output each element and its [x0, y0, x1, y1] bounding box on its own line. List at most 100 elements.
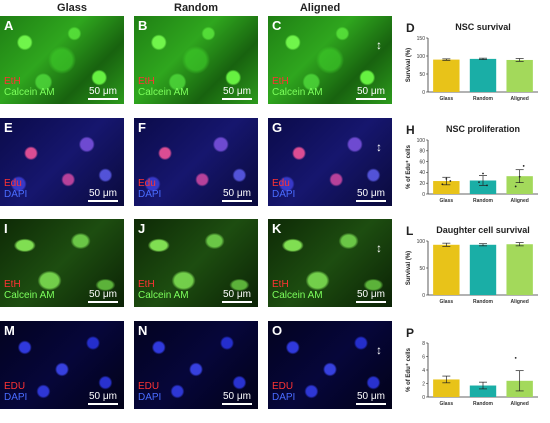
y-tick-label: 100 — [417, 138, 426, 144]
scale-bar-label: 50 μm — [89, 188, 117, 199]
stain-label: DAPI — [4, 189, 28, 200]
stain-label: DAPI — [272, 189, 296, 200]
scale-bar: 50 μm — [88, 391, 118, 405]
scale-bar-line — [88, 200, 118, 202]
micrograph-panel: C EtH Calcein AM 50 μm ↕ — [268, 16, 392, 104]
micrograph-panel: N EDU DAPI 50 μm — [134, 321, 258, 409]
micrograph-panel: A EtH Calcein AM 50 μm — [0, 16, 124, 104]
micrograph-image — [134, 321, 258, 409]
scale-bar-line — [88, 301, 118, 303]
micrograph-image — [0, 321, 124, 409]
scale-bar-label: 50 μm — [357, 289, 385, 300]
bar — [469, 58, 497, 92]
stain-label: Calcein AM — [272, 87, 323, 98]
panel-letter: B — [138, 18, 148, 33]
x-category-label: Random — [473, 198, 494, 204]
scale-bar-label: 50 μm — [89, 391, 117, 402]
bar — [469, 385, 497, 397]
bar — [469, 180, 497, 194]
x-category-label: Random — [473, 96, 494, 102]
chart-letter: H — [406, 123, 415, 137]
stain-label: DAPI — [4, 392, 28, 403]
micrograph-panel: M EDU DAPI 50 μm — [0, 321, 124, 409]
panel-letter: C — [272, 18, 282, 33]
x-category-label: Glass — [440, 96, 454, 102]
stain-label: Calcein AM — [138, 290, 189, 301]
x-category-label: Random — [473, 299, 494, 305]
y-tick-label: 60 — [419, 159, 425, 165]
bar-chart: D NSC survival Survival (%) 0 50 100 150 Glass R… — [396, 16, 546, 116]
micrograph-image — [134, 16, 258, 104]
micrograph-panel: B EtH Calcein AM 50 μm — [134, 16, 258, 104]
panel-letter: O — [272, 323, 283, 338]
panel-letter: N — [138, 323, 148, 338]
micrograph-image — [268, 219, 392, 307]
x-category-label: Aligned — [510, 96, 528, 102]
panel-letter: F — [138, 120, 146, 135]
data-point — [514, 185, 517, 188]
scale-bar-label: 50 μm — [357, 391, 385, 402]
bar — [433, 244, 460, 295]
scale-bar-label: 50 μm — [223, 289, 251, 300]
panel-letter: M — [4, 323, 15, 338]
stain-label: Edu — [272, 178, 290, 189]
scale-bar-line — [356, 301, 386, 303]
bar-chart-svg: D NSC survival Survival (%) 0 50 100 150 Glass R… — [406, 21, 538, 102]
bar-chart: H NSC proliferation % of Edu⁺ cells 0 20 40 60… — [396, 118, 546, 218]
x-category-label: Aligned — [510, 299, 528, 305]
bar — [433, 181, 460, 194]
alignment-arrow-icon: ↕ — [376, 140, 382, 154]
scale-bar: 50 μm — [222, 86, 252, 100]
alignment-arrow-icon: ↕ — [376, 241, 382, 255]
data-point — [482, 172, 484, 175]
y-tick-label: 0 — [422, 293, 425, 299]
chart-title: NSC survival — [455, 22, 511, 32]
y-tick-label: 50 — [419, 266, 425, 272]
bar — [433, 59, 460, 92]
panel-letter: K — [272, 221, 282, 236]
column-header-aligned: Aligned — [299, 2, 341, 14]
scale-bar-label: 50 μm — [223, 188, 251, 199]
micrograph-panel: G Edu DAPI 50 μm ↕ — [268, 118, 392, 206]
y-axis-label: Survival (%) — [406, 251, 412, 285]
data-point — [522, 165, 525, 167]
micrograph-image — [0, 118, 124, 206]
stain-label: EtH — [272, 279, 289, 290]
stain-label: EtH — [4, 76, 21, 87]
micrograph-image — [134, 219, 258, 307]
scale-bar: 50 μm — [88, 289, 118, 303]
scale-bar-label: 50 μm — [89, 86, 117, 97]
y-tick-label: 2 — [422, 381, 425, 387]
panel-letter: J — [138, 221, 146, 236]
panel-letter: I — [4, 221, 8, 236]
scale-bar-line — [88, 98, 118, 100]
scale-bar: 50 μm — [356, 289, 386, 303]
scale-bar-label: 50 μm — [223, 391, 251, 402]
scale-bar: 50 μm — [222, 289, 252, 303]
bar — [506, 59, 533, 92]
y-tick-label: 0 — [422, 192, 425, 198]
y-tick-label: 0 — [422, 395, 425, 401]
scale-bar: 50 μm — [356, 86, 386, 100]
stain-label: EtH — [272, 76, 289, 87]
y-tick-label: 150 — [417, 36, 426, 42]
micrograph-panel: F Edu DAPI 50 μm — [134, 118, 258, 206]
stain-label: Calcein AM — [272, 290, 323, 301]
chart-title: Daughter cell survival — [436, 225, 530, 235]
scale-bar: 50 μm — [356, 188, 386, 202]
stain-label: EtH — [138, 279, 155, 290]
scale-bar-line — [356, 403, 386, 405]
y-tick-label: 4 — [422, 368, 425, 374]
y-tick-label: 0 — [422, 90, 425, 96]
y-axis-label: % of Edu⁺ cells — [405, 144, 412, 189]
bar-chart-svg: L Daughter cell survival Survival (%) 0 50 10… — [406, 224, 538, 305]
x-category-label: Random — [473, 401, 494, 407]
chart-letter: L — [406, 224, 413, 238]
x-category-label: Glass — [440, 401, 454, 407]
stain-label: EDU — [4, 381, 26, 392]
micrograph-image — [268, 321, 392, 409]
data-point — [449, 180, 452, 182]
x-category-label: Aligned — [510, 401, 528, 407]
y-tick-label: 100 — [417, 239, 426, 245]
micrograph-panel: O EDU DAPI 50 μm ↕ — [268, 321, 392, 409]
